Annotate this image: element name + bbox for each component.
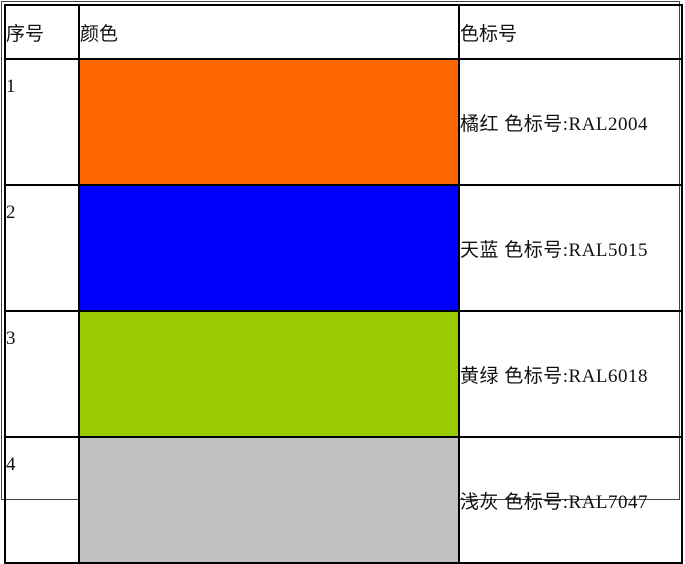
color-table: 序号 颜色 色标号 1 橘红 色标号:RAL2004 2 天蓝 色标号:RAL5… [4, 4, 683, 564]
table-row: 4 浅灰 色标号:RAL7047 [4, 436, 683, 564]
row-index: 3 [4, 310, 80, 438]
header-code: 色标号 [458, 4, 683, 60]
color-swatch [78, 436, 460, 564]
color-code: 黄绿 色标号:RAL6018 [458, 310, 683, 438]
color-code: 浅灰 色标号:RAL7047 [458, 436, 683, 564]
table-header-row: 序号 颜色 色标号 [4, 4, 683, 60]
row-index: 4 [4, 436, 80, 564]
header-index: 序号 [4, 4, 80, 60]
table-row: 3 黄绿 色标号:RAL6018 [4, 310, 683, 438]
color-code: 橘红 色标号:RAL2004 [458, 58, 683, 186]
color-swatch [78, 310, 460, 438]
header-color: 颜色 [78, 4, 460, 60]
color-swatch [78, 58, 460, 186]
color-swatch [78, 184, 460, 312]
table-row: 2 天蓝 色标号:RAL5015 [4, 184, 683, 312]
color-code: 天蓝 色标号:RAL5015 [458, 184, 683, 312]
table-row: 1 橘红 色标号:RAL2004 [4, 58, 683, 186]
row-index: 2 [4, 184, 80, 312]
row-index: 1 [4, 58, 80, 186]
